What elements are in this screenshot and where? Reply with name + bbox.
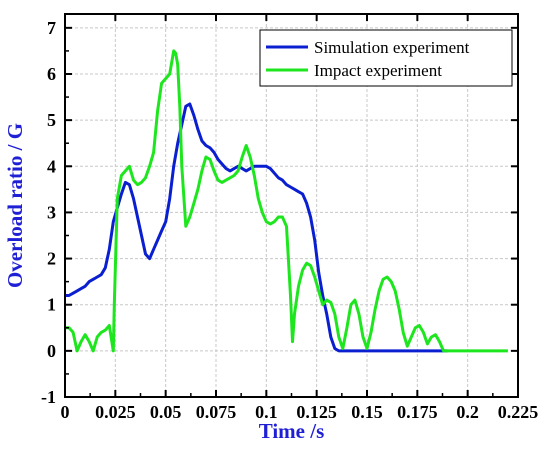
x-tick-label: 0.125	[296, 402, 337, 422]
y-tick-labels: -1 0 1 2 3 4 5 6 7	[41, 18, 56, 407]
x-tick-label: 0.075	[196, 402, 237, 422]
grid	[65, 14, 518, 397]
y-tick-label: 3	[47, 202, 56, 222]
ticks	[64, 14, 519, 398]
x-tick-label: 0.1	[255, 402, 278, 422]
legend-label-impact: Impact experiment	[314, 61, 442, 80]
legend-box	[259, 29, 513, 87]
y-axis-title: Overload ratio / G	[3, 123, 27, 288]
series-line-simulation	[65, 102, 448, 353]
y-tick-label: 7	[47, 18, 56, 38]
x-tick-label: 0.175	[397, 402, 438, 422]
y-tick-label: 5	[47, 110, 56, 130]
legend: Simulation experiment Impact experiment	[259, 29, 513, 87]
x-tick-label: 0.15	[351, 402, 383, 422]
x-tick-label: 0.2	[456, 402, 479, 422]
series-line-impact	[65, 49, 508, 353]
x-axis-title: Time /s	[259, 419, 325, 443]
y-tick-label: 0	[47, 341, 56, 361]
y-tick-label: 2	[47, 249, 56, 269]
y-tick-label: 1	[47, 295, 56, 315]
x-tick-label: 0.05	[150, 402, 182, 422]
x-tick-label: 0.025	[95, 402, 136, 422]
y-tick-label: -1	[41, 387, 56, 407]
series-group	[65, 49, 508, 353]
x-tick-label: 0	[61, 402, 70, 422]
y-tick-label: 6	[47, 64, 56, 84]
x-tick-label: 0.225	[498, 402, 539, 422]
legend-label-simulation: Simulation experiment	[314, 38, 470, 57]
y-tick-label: 4	[47, 156, 56, 176]
x-tick-labels: 0 0.025 0.05 0.075 0.1 0.125 0.15 0.175 0.2 0.225	[61, 402, 539, 422]
